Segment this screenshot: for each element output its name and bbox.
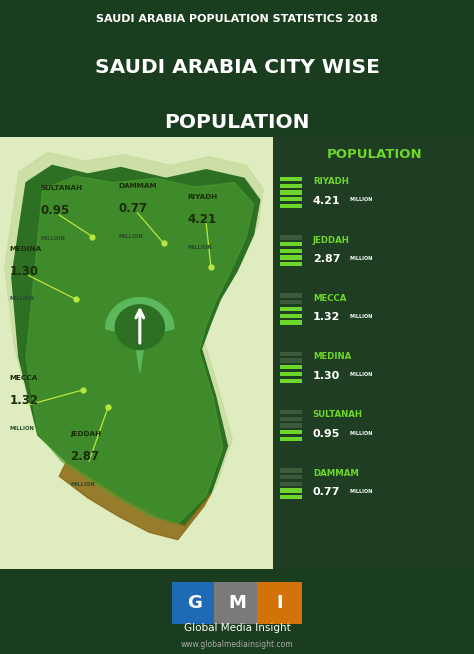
Text: MILLION: MILLION [350,256,373,261]
Polygon shape [12,165,260,526]
Bar [280,372,302,376]
Bar [280,203,302,208]
Text: 1.30: 1.30 [313,371,340,381]
Text: 2.87: 2.87 [70,450,99,463]
Bar [280,423,302,428]
Text: 1.32: 1.32 [313,313,340,322]
Bar [280,482,302,486]
Text: SULTANAH: SULTANAH [313,410,363,419]
Text: 0.95: 0.95 [313,429,340,439]
Text: www.globalmediainsight.com: www.globalmediainsight.com [181,640,293,649]
Bar [280,320,302,324]
Text: RIYADH: RIYADH [313,177,349,186]
Bar [280,300,302,305]
FancyBboxPatch shape [172,582,217,624]
Text: 1.30: 1.30 [9,265,38,277]
Text: MECCA: MECCA [9,375,38,381]
Text: 0.77: 0.77 [313,487,340,497]
Bar [280,184,302,188]
Text: JEDDAH: JEDDAH [70,432,101,438]
Text: MECCA: MECCA [313,294,346,303]
Text: MILLION: MILLION [350,314,373,319]
Text: MEDINA: MEDINA [9,246,42,252]
Text: POPULATION: POPULATION [327,148,422,161]
Bar [280,262,302,266]
Bar [280,475,302,479]
Bar [280,190,302,195]
Bar [280,358,302,363]
Text: DAMMAM: DAMMAM [118,183,157,189]
Bar [280,255,302,260]
Bar [280,379,302,383]
FancyBboxPatch shape [214,582,259,624]
Text: Global Media Insight: Global Media Insight [183,623,291,634]
Text: SULTANAH: SULTANAH [40,185,82,191]
Text: RIYADH: RIYADH [187,194,218,200]
Circle shape [115,305,164,349]
Text: MILLION: MILLION [9,296,34,301]
Polygon shape [26,176,254,524]
Bar [280,294,302,298]
Text: DAMMAM: DAMMAM [313,469,359,477]
Text: 0.77: 0.77 [118,202,147,215]
Text: MILLION: MILLION [350,430,373,436]
Bar [280,468,302,473]
Text: G: G [187,594,202,612]
Bar [280,365,302,370]
Text: MILLION: MILLION [70,482,95,487]
FancyBboxPatch shape [257,582,302,624]
Bar [273,137,474,569]
Text: MEDINA: MEDINA [313,352,351,361]
Text: 1.32: 1.32 [9,394,38,407]
Text: 0.95: 0.95 [40,204,70,217]
Bar [280,430,302,434]
Bar [280,313,302,318]
Text: I: I [276,594,283,612]
Text: 2.87: 2.87 [313,254,340,264]
Text: MILLION: MILLION [350,372,373,377]
Bar [280,417,302,421]
Bar [280,495,302,500]
Text: MILLION: MILLION [40,236,65,241]
Text: M: M [228,594,246,612]
Text: SAUDI ARABIA CITY WISE: SAUDI ARABIA CITY WISE [94,58,380,77]
Bar [280,489,302,492]
Bar [280,197,302,201]
Bar [280,242,302,246]
Text: 4.21: 4.21 [313,196,340,206]
Text: MILLION: MILLION [9,426,34,431]
Text: 4.21: 4.21 [187,213,216,226]
Bar [280,352,302,356]
Bar [280,437,302,441]
Bar [280,235,302,239]
Bar [280,307,302,311]
Text: MILLION: MILLION [350,489,373,494]
Bar [0,137,273,569]
Polygon shape [5,152,263,519]
Text: JEDDAH: JEDDAH [313,235,350,245]
Bar [280,249,302,253]
Text: MILLION: MILLION [187,245,212,250]
Text: POPULATION: POPULATION [164,112,310,131]
Text: MILLION: MILLION [118,233,143,239]
Text: MILLION: MILLION [350,198,373,203]
Polygon shape [106,298,174,372]
Bar [280,410,302,415]
Bar [280,177,302,181]
Text: SAUDI ARABIA POPULATION STATISTICS 2018: SAUDI ARABIA POPULATION STATISTICS 2018 [96,14,378,24]
Polygon shape [59,462,211,540]
